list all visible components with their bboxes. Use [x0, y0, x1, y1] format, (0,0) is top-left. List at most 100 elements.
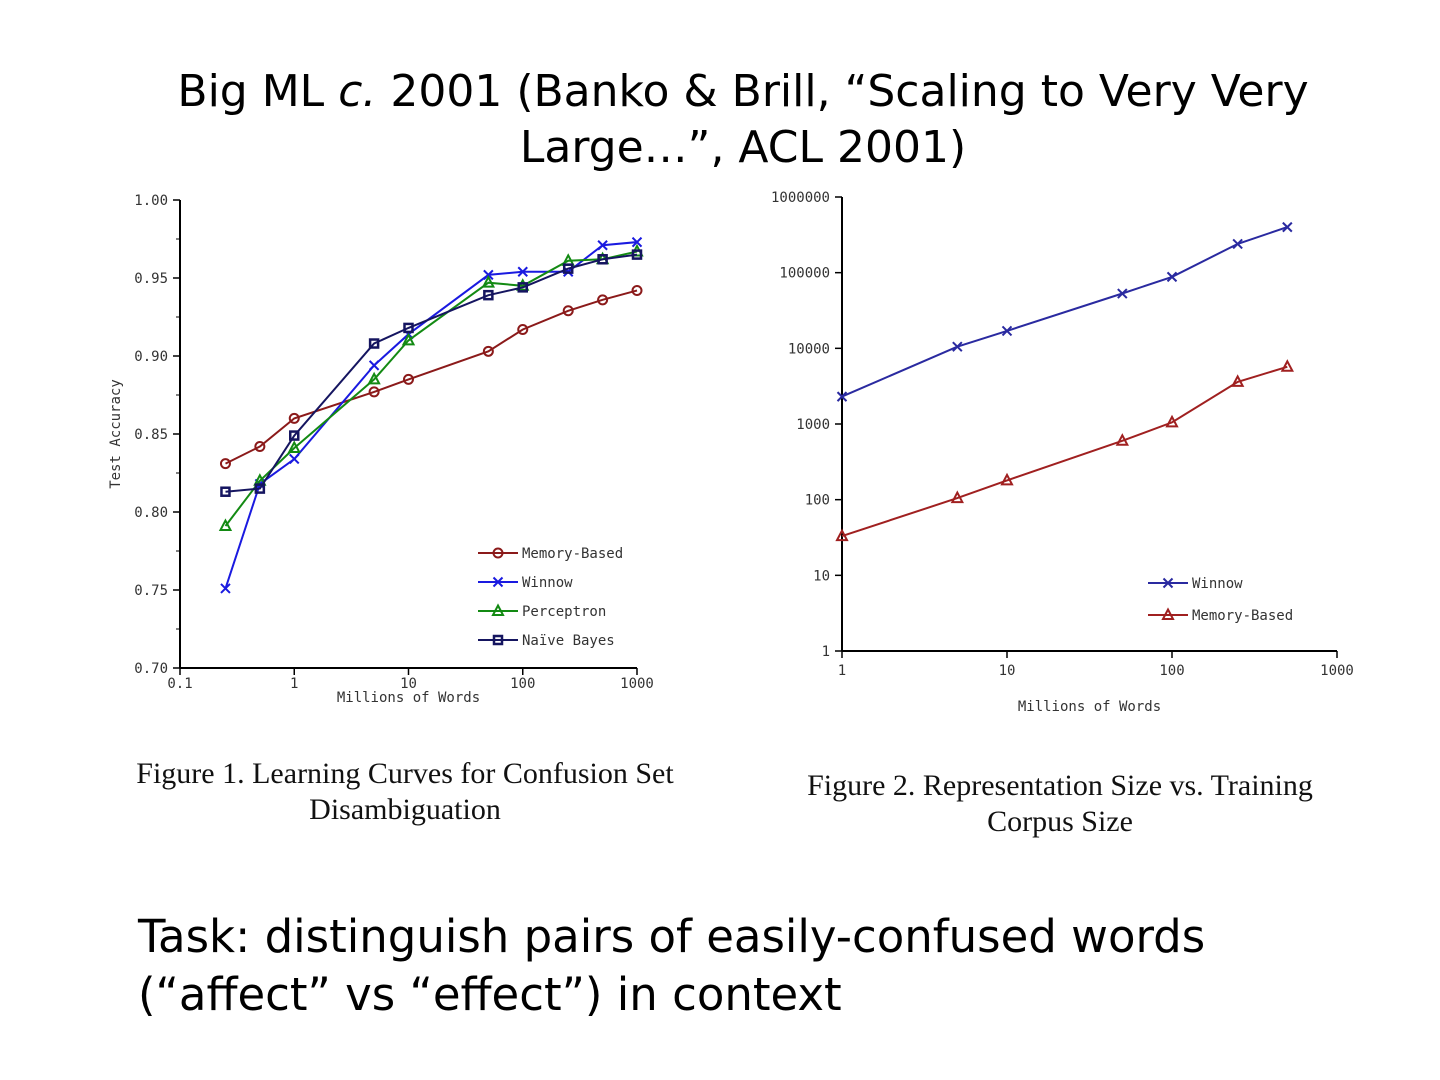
point-winnow — [1166, 271, 1178, 283]
point-winnow — [220, 583, 231, 594]
point-winnow — [289, 453, 300, 465]
figure1-caption-line2: Disambiguation — [309, 793, 501, 826]
series-line-memory-based — [225, 289, 638, 465]
point-perceptron — [516, 278, 530, 291]
point-perceptron — [401, 332, 416, 346]
slide-title: Big ML c. 2001 (Banko & Brill, “Scaling … — [100, 64, 1386, 176]
legend-label-naive-bayes: Naïve Bayes — [522, 633, 615, 649]
point-memory-based — [403, 373, 414, 385]
point-naive-bayes — [289, 430, 300, 441]
point-perceptron — [287, 440, 301, 454]
y-tick-label: 1000000 — [771, 190, 830, 206]
legend-marker-perceptron — [491, 603, 505, 616]
point-winnow — [836, 391, 848, 402]
point-memory-based — [631, 284, 643, 296]
title-part1: Big ML — [177, 66, 339, 117]
x-tick-label: 100 — [1159, 663, 1184, 679]
legend-label-memory-based: Memory-Based — [1192, 608, 1293, 624]
x-tick-label: 100 — [510, 676, 535, 692]
point-memory-based — [219, 458, 231, 470]
point-memory-based — [835, 528, 849, 542]
legend-label-winnow: Winnow — [1192, 576, 1243, 592]
figure1-caption-line1: Figure 1. Learning Curves for Confusion … — [136, 757, 674, 790]
point-perceptron — [481, 275, 496, 288]
point-naive-bayes — [368, 338, 380, 349]
point-winnow — [368, 360, 380, 371]
point-naive-bayes — [631, 249, 643, 260]
point-naive-bayes — [220, 486, 231, 497]
y-tick-label: 0.85 — [134, 427, 168, 443]
point-memory-based — [368, 386, 380, 398]
figure1-caption: Figure 1. Learning Curves for Confusion … — [100, 756, 710, 828]
x-tick-label: 10 — [400, 676, 417, 692]
point-naive-bayes — [597, 254, 608, 265]
y-tick-label: 1 — [822, 644, 830, 660]
point-naive-bayes — [517, 282, 528, 293]
series-line-perceptron — [224, 250, 638, 527]
y-tick-label: 1000 — [796, 417, 830, 433]
series-line-naive-bayes — [225, 253, 638, 493]
y-tick-label: 0.75 — [134, 583, 168, 599]
task-line1: Task: distinguish pairs of easily-confus… — [138, 910, 1206, 963]
point-winnow — [1117, 288, 1128, 299]
point-winnow — [952, 341, 963, 352]
x-axis-title: Millions of Words — [1018, 699, 1161, 715]
point-naive-bayes — [254, 483, 266, 494]
task-line2: (“affect” vs “effect”) in context — [138, 968, 842, 1021]
legend-marker-winnow — [492, 576, 504, 588]
y-tick-label: 100000 — [779, 266, 830, 282]
title-em: c. — [338, 66, 377, 117]
point-memory-based — [950, 490, 964, 504]
learning-curves-chart: 0.70 0.75 0.80 0.85 0.90 0.95 1.00 0.1 1 10 100 100… — [108, 193, 654, 706]
point-winnow — [631, 236, 643, 248]
figure2-caption-line1: Figure 2. Representation Size vs. Traini… — [807, 769, 1313, 802]
y-tick-label: 100 — [805, 493, 830, 509]
point-memory-based — [288, 412, 300, 424]
legend-label-memory-based: Memory-Based — [522, 546, 623, 562]
x-tick-label: 10 — [999, 663, 1016, 679]
point-winnow — [1282, 221, 1293, 233]
point-naive-bayes — [483, 289, 494, 301]
point-winnow — [1232, 238, 1243, 250]
point-naive-bayes — [403, 322, 414, 334]
point-memory-based — [597, 294, 609, 306]
x-tick-label: 1000 — [620, 676, 654, 692]
point-memory-based — [1000, 472, 1014, 486]
representation-size-chart: 1 10 100 1000 10000 100000 1000000 1 10 100 1000 Mi… — [771, 190, 1354, 715]
y-tick-label: 10 — [813, 568, 830, 584]
x-tick-label: 1000 — [1320, 663, 1354, 679]
point-memory-based — [1280, 359, 1294, 372]
x-axis-title: Millions of Words — [337, 690, 480, 706]
point-memory-based — [1165, 414, 1179, 428]
point-memory-based — [1115, 433, 1129, 446]
point-memory-based — [562, 305, 574, 317]
y-tick-label: 0.95 — [134, 271, 168, 287]
x-tick-label: 1 — [838, 663, 846, 679]
series-line-memory-based — [841, 365, 1288, 538]
point-memory-based — [482, 345, 494, 357]
point-winnow — [1001, 325, 1013, 337]
x-tick-label: 1 — [290, 676, 298, 692]
point-naive-bayes — [562, 263, 574, 274]
legend-marker-naive-bayes — [492, 634, 504, 646]
y-tick-label: 0.70 — [134, 661, 168, 677]
y-axis-title: Test Accuracy — [108, 379, 124, 489]
point-memory-based — [517, 323, 529, 335]
legend-marker-memory-based — [1161, 607, 1175, 620]
series-line-winnow — [841, 226, 1288, 398]
y-tick-label: 10000 — [788, 341, 830, 357]
point-memory-based — [1231, 374, 1245, 387]
task-description: Task: distinguish pairs of easily-confus… — [138, 908, 1388, 1024]
legend-label-perceptron: Perceptron — [522, 604, 606, 620]
x-tick-label: 0.1 — [167, 676, 192, 692]
legend-label-winnow: Winnow — [522, 575, 573, 591]
point-winnow — [483, 269, 494, 281]
y-tick-label: 1.00 — [134, 193, 168, 209]
y-tick-label: 0.90 — [134, 349, 168, 365]
point-winnow — [597, 240, 608, 251]
y-tick-label: 0.80 — [134, 505, 168, 521]
series-line-winnow — [224, 241, 638, 589]
point-perceptron — [367, 371, 381, 385]
title-part2: 2001 (Banko & Brill, “Scaling to Very Ve… — [376, 66, 1309, 173]
point-perceptron — [218, 518, 233, 532]
